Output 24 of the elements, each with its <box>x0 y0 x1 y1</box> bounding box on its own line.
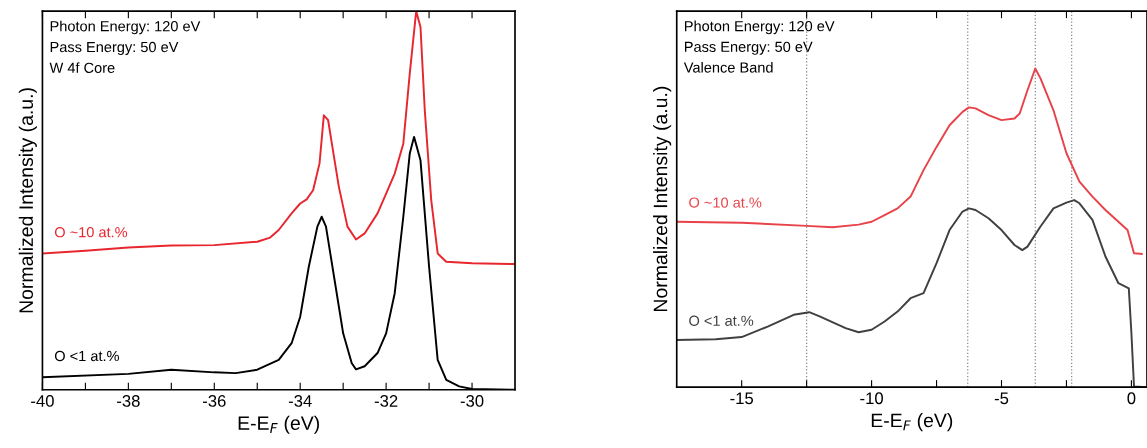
x-tick-label: -38 <box>117 395 140 407</box>
series-label: O <1 at.% <box>689 315 754 326</box>
x-tick-label: 0 <box>1127 392 1136 405</box>
annotation: W 4f Core <box>49 62 115 74</box>
text: Photon Energy: 120 eV <box>684 20 835 35</box>
annotation: Valence Band <box>683 61 773 73</box>
y-axis-title: Normalized Intensity (a.u.) <box>653 86 672 311</box>
x-tick-label: -5 <box>994 392 1009 405</box>
x-axis-title: E-E$_{F}$ (eV) <box>871 413 953 432</box>
text: Pass Energy: 50 eV <box>684 41 813 55</box>
annotation: Pass Energy: 50 eV <box>50 41 179 56</box>
x-axis-title: E-E$_{F}$ (eV) <box>238 415 319 434</box>
series-label: O ~10 at.% <box>54 227 128 238</box>
y-axis-title: Normalized Intensity (a.u.) <box>18 88 37 313</box>
x-tick-label: -15 <box>730 392 754 405</box>
annotation: Photon Energy: 120 eV <box>50 20 201 35</box>
x-tick-label: -32 <box>374 395 398 407</box>
x-tick-label: -34 <box>288 395 312 407</box>
x-tick-label: -40 <box>31 395 54 407</box>
series-label: O <1 at.% <box>54 350 119 362</box>
series-label: O ~10 at.% <box>689 197 762 208</box>
x-tick-label: -30 <box>460 395 484 407</box>
x-tick-label: -36 <box>202 395 226 407</box>
x-tick-label: -10 <box>860 392 883 405</box>
